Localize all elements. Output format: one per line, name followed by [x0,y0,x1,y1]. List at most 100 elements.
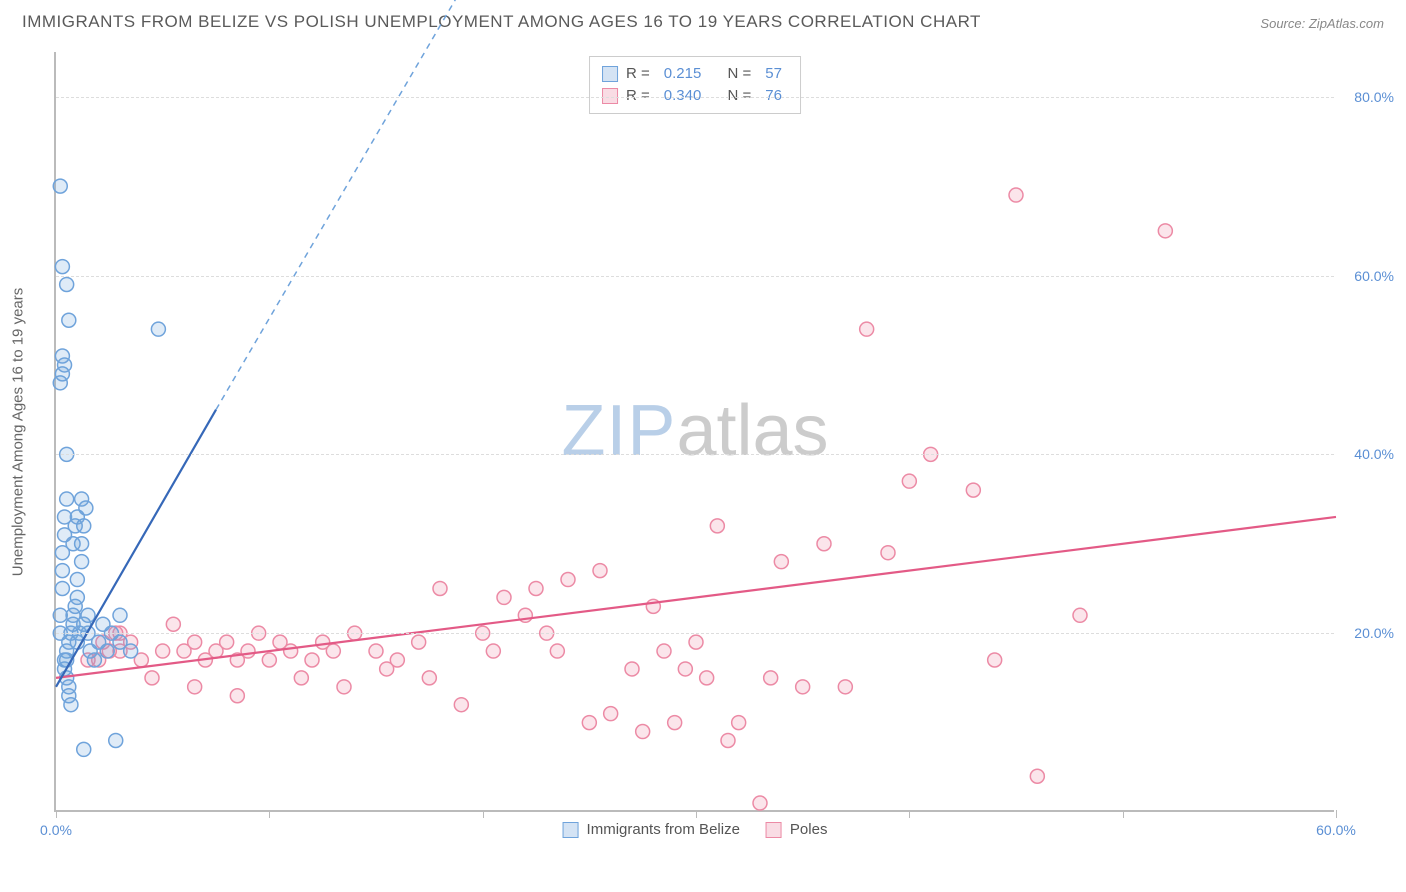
belize-n-value: 57 [765,63,782,85]
data-point [966,483,980,497]
legend-label-poles: Poles [790,821,828,838]
data-point [678,662,692,676]
data-point [55,349,69,363]
data-point [636,725,650,739]
data-point [369,644,383,658]
data-point [241,644,255,658]
trend-line-poles [56,517,1336,678]
legend-row-belize: R = 0.215 N = 57 [602,63,788,85]
x-tick [56,810,57,818]
legend-swatch-poles-2 [766,822,782,838]
data-point [422,671,436,685]
data-point [305,653,319,667]
data-point [53,608,67,622]
data-point [188,680,202,694]
source-label: Source: [1260,16,1305,31]
chart-title: IMMIGRANTS FROM BELIZE VS POLISH UNEMPLO… [22,12,981,32]
legend-swatch-belize-2 [563,822,579,838]
data-point [721,733,735,747]
data-point [60,277,74,291]
data-point [230,689,244,703]
data-point [604,707,618,721]
data-point [732,716,746,730]
data-point [561,573,575,587]
data-point [262,653,276,667]
data-point [220,635,234,649]
legend-swatch-belize [602,66,618,82]
x-tick [696,810,697,818]
chart-container: Unemployment Among Ages 16 to 19 years Z… [54,52,1384,844]
x-tick [269,810,270,818]
data-point [774,555,788,569]
data-point [66,537,80,551]
data-point [70,590,84,604]
data-point [700,671,714,685]
data-point [529,581,543,595]
data-point [796,680,810,694]
data-point [689,635,703,649]
data-point [113,608,127,622]
data-point [156,644,170,658]
x-tick-label: 60.0% [1316,822,1356,838]
data-point [753,796,767,810]
data-point [151,322,165,336]
y-tick-label: 80.0% [1354,89,1394,105]
grid-line [56,276,1334,277]
data-point [60,492,74,506]
data-point [75,555,89,569]
data-point [625,662,639,676]
data-point [668,716,682,730]
data-point [145,671,159,685]
legend-label-belize: Immigrants from Belize [587,821,740,838]
series-legend: Immigrants from Belize Poles [563,821,828,838]
data-point [380,662,394,676]
data-point [55,581,69,595]
data-point [188,635,202,649]
data-point [124,644,138,658]
data-point [838,680,852,694]
legend-item-poles: Poles [766,821,828,838]
data-point [412,635,426,649]
data-point [294,671,308,685]
data-point [87,653,101,667]
data-point [860,322,874,336]
n-label: N = [728,63,752,85]
data-point [582,716,596,730]
plot-area: ZIPatlas R = 0.215 N = 57 R = 0.340 N = … [54,52,1334,812]
data-point [1158,224,1172,238]
scatter-svg [56,52,1336,812]
data-point [53,179,67,193]
legend-item-belize: Immigrants from Belize [563,821,740,838]
data-point [1030,769,1044,783]
grid-line [56,633,1334,634]
y-tick-label: 60.0% [1354,268,1394,284]
data-point [486,644,500,658]
data-point [454,698,468,712]
data-point [881,546,895,560]
data-point [1073,608,1087,622]
grid-line [56,454,1334,455]
data-point [657,644,671,658]
data-point [284,644,298,658]
y-tick-label: 20.0% [1354,625,1394,641]
data-point [764,671,778,685]
data-point [70,573,84,587]
data-point [109,733,123,747]
data-point [55,260,69,274]
data-point [710,519,724,533]
data-point [1009,188,1023,202]
data-point [326,644,340,658]
data-point [62,313,76,327]
data-point [902,474,916,488]
x-tick [909,810,910,818]
data-point [337,680,351,694]
data-point [988,653,1002,667]
r-label: R = [626,63,650,85]
data-point [433,581,447,595]
data-point [593,564,607,578]
y-tick-label: 40.0% [1354,446,1394,462]
data-point [81,608,95,622]
data-point [77,742,91,756]
data-point [55,564,69,578]
data-point [75,492,89,506]
